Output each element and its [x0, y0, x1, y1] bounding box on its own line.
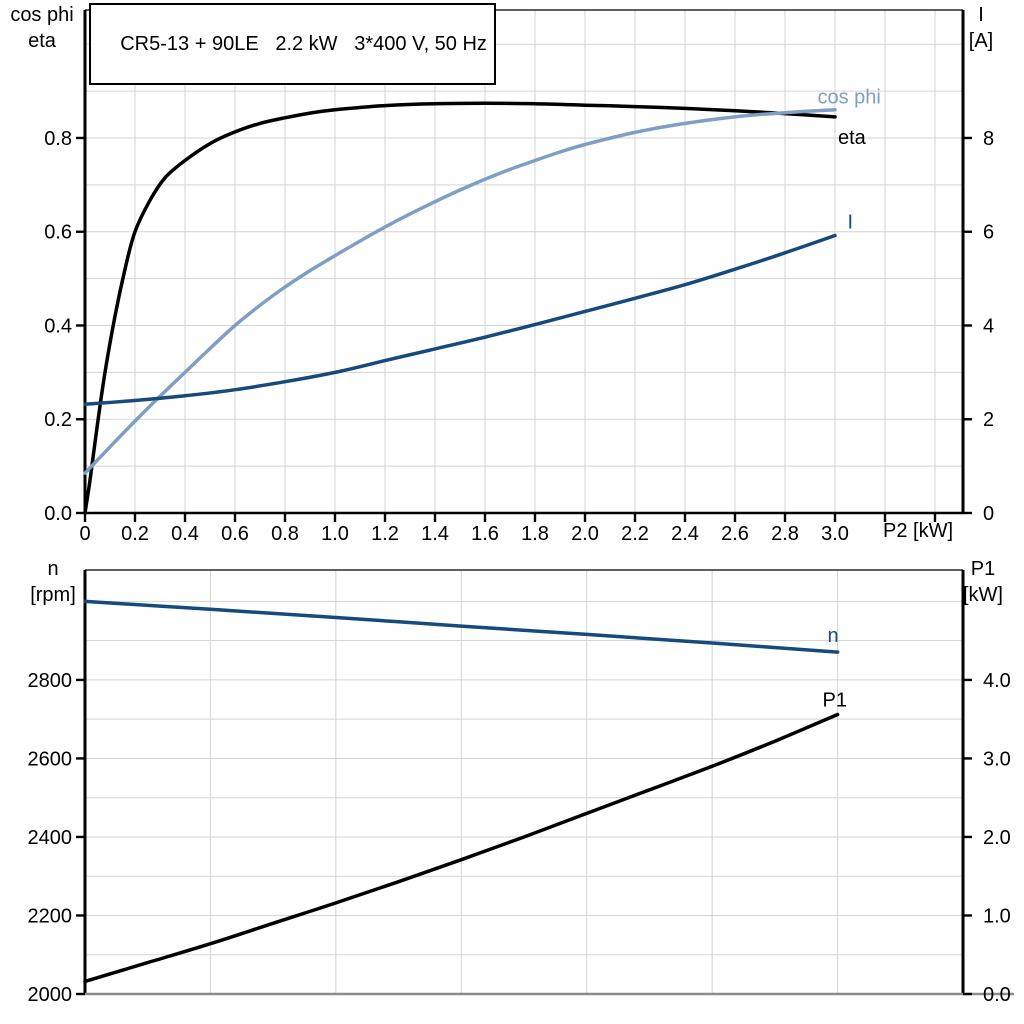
x-axis-label-p2: P2 [kW] [883, 520, 954, 542]
chart-title: CR5-13 + 90LE 2.2 kW 3*400 V, 50 Hz [120, 33, 487, 55]
axis-label-n: n [47, 558, 59, 580]
left-tick-label: 2200 [28, 905, 73, 927]
left-tick-label: 0.2 [44, 409, 72, 431]
x-tick-label: 1.0 [321, 523, 349, 545]
x-tick-label: 0.4 [171, 523, 199, 545]
x-tick-label: 2.2 [621, 523, 649, 545]
left-tick-label: 0.6 [44, 222, 72, 244]
cos-phi-curve [83, 108, 837, 475]
x-tick-label: 0.8 [271, 523, 299, 545]
P1-curve [83, 712, 840, 984]
x-tick-label: 0.6 [221, 523, 249, 545]
x-tick-label: 1.6 [471, 523, 499, 545]
x-tick-label: 2.6 [721, 523, 749, 545]
right-tick-label: 8 [983, 128, 994, 150]
left-tick-label: 0.0 [44, 503, 72, 525]
axis-label-current: I [978, 4, 984, 26]
x-tick-label: 2.0 [571, 523, 599, 545]
x-tick-label: 1.2 [371, 523, 399, 545]
right-tick-label: 6 [983, 222, 994, 244]
right-tick-label: 2.0 [983, 827, 1011, 849]
left-tick-label: 2400 [28, 827, 73, 849]
eta-curve [83, 101, 837, 515]
I-curve-label: I [848, 211, 854, 233]
left-tick-label: 0.4 [44, 315, 72, 337]
axis-label-eta: eta [28, 30, 56, 52]
right-tick-label: 0 [983, 503, 994, 525]
right-tick-label: 3.0 [983, 748, 1011, 770]
top-right-axis-label: I [A] [948, 2, 1014, 54]
left-tick-label: 2600 [28, 748, 73, 770]
x-tick-label: 2.8 [771, 523, 799, 545]
chart-title-box: CR5-13 + 90LE 2.2 kW 3*400 V, 50 Hz [89, 3, 496, 85]
n-curve [83, 599, 840, 654]
right-tick-label: 2 [983, 409, 994, 431]
right-tick-label: 4 [983, 315, 994, 337]
x-tick-label: 2.4 [671, 523, 699, 545]
bottom-right-axis-label: P1 [kW] [950, 556, 1016, 608]
axis-label-n-unit: [rpm] [30, 584, 76, 606]
bottom-left-axis-label: n [rpm] [16, 556, 90, 608]
axis-label-p1-unit: [kW] [963, 584, 1003, 606]
axis-label-p1: P1 [970, 558, 996, 580]
right-tick-label: 1.0 [983, 905, 1011, 927]
left-tick-label: 2800 [28, 670, 73, 692]
left-tick-label: 0.8 [44, 128, 72, 150]
n-curve-label: n [828, 625, 839, 647]
x-tick-label: 0.2 [121, 523, 149, 545]
x-tick-label: 0 [79, 523, 90, 545]
P1-curve-label: P1 [823, 690, 847, 712]
top-chart: 0 0.2 0.4 0.6 0.8 1.0 1.2 1.4 1.6 1.8 2.0 2.2 2.4 2.6… [44, 9, 994, 545]
right-tick-label: 4.0 [983, 670, 1011, 692]
bottom-chart: 2000 2200 2400 2600 2800 0.0 1.0 2.0 3.0 4.0 n P1 [28, 569, 1014, 1006]
x-tick-label: 1.8 [521, 523, 549, 545]
right-tick-label: 0.0 [983, 984, 1011, 1006]
cos-phi-curve-label: cos phi [818, 87, 881, 109]
axis-label-current-unit: [A] [968, 30, 994, 52]
top-left-axis-label: cos phi eta [0, 2, 84, 54]
x-tick-label: 1.4 [421, 523, 449, 545]
eta-curve-label: eta [838, 127, 867, 149]
I-curve [83, 233, 837, 406]
axis-label-cos-phi: cos phi [10, 4, 74, 26]
x-tick-label: 3.0 [821, 523, 849, 545]
left-tick-label: 2000 [28, 984, 73, 1006]
